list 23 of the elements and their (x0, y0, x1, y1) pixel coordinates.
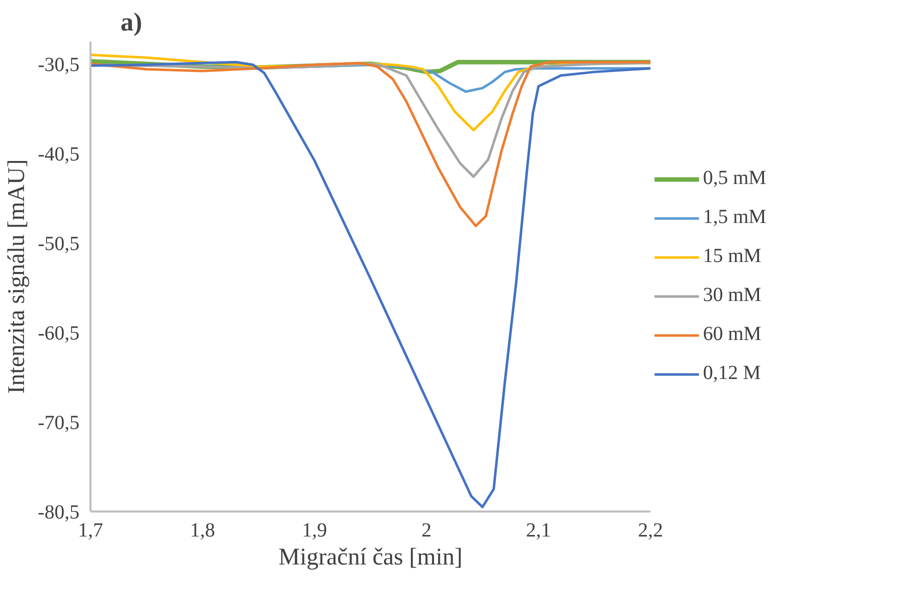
legend-label: 30 mM (703, 284, 762, 307)
y-tick-label: -40,5 (38, 143, 80, 166)
legend-label: 15 mM (703, 245, 762, 268)
line-series (90, 60, 650, 228)
legend-label: 1,5 mM (703, 206, 766, 229)
x-axis-title: Migrační čas [min] (278, 544, 462, 570)
line-series (90, 60, 650, 508)
x-tick-label: 1,8 (190, 520, 215, 542)
x-tick-label: 2,1 (526, 520, 551, 542)
x-tick-label: 2,2 (638, 520, 663, 542)
y-tick-label: -70,5 (38, 412, 80, 434)
x-tick-label: 1,7 (78, 520, 103, 542)
x-tick-label: 2 (422, 520, 432, 542)
chart-title: a) (120, 8, 142, 36)
legend-label: 0,5 mM (703, 167, 766, 190)
y-tick-label: -80,5 (38, 502, 80, 524)
legend-label: 60 mM (703, 323, 762, 346)
legend-label: 0,12 M (703, 362, 761, 385)
y-tick-label: -50,5 (38, 232, 80, 255)
x-tick-label: 1,9 (302, 520, 327, 542)
y-tick-label: -60,5 (38, 322, 80, 344)
y-tick-label: -30,5 (38, 54, 80, 76)
y-axis-title: Intenzita signálu [mAU] (4, 159, 30, 394)
